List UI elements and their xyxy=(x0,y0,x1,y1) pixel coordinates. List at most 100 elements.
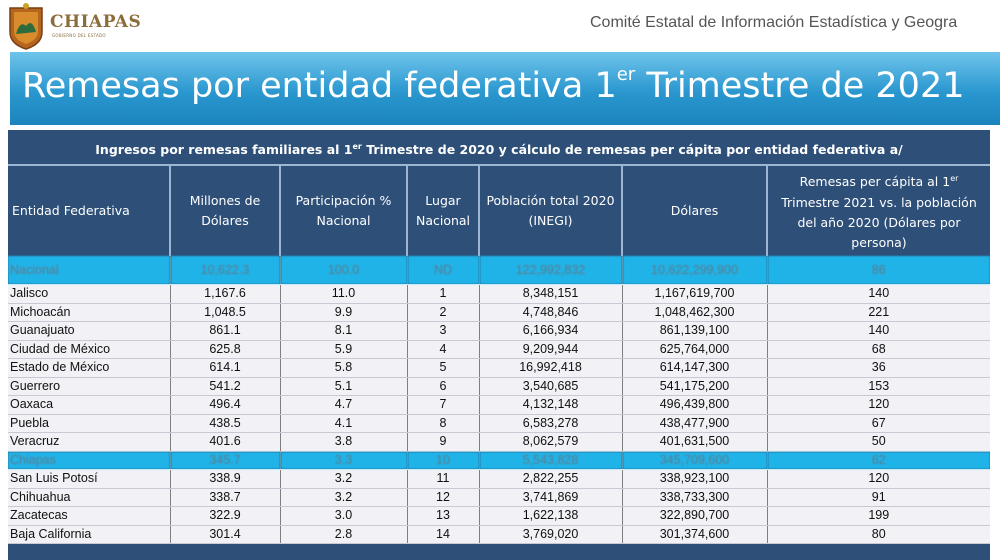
table-row: Chihuahua 338.7 3.2 12 3,741,869 338,733,300 9… xyxy=(8,488,990,507)
cell-percapita: 67 xyxy=(766,414,990,433)
cell-lugar: 12 xyxy=(406,488,479,507)
cell-entidad: Zacatecas xyxy=(8,506,170,526)
title-banner: Remesas por entidad federativa 1er Trime… xyxy=(10,52,1000,125)
cell-lugar: 2 xyxy=(406,303,479,322)
cell-millones: 10,622.3 xyxy=(169,256,280,285)
cell-dolares: 1,167,619,700 xyxy=(621,284,767,304)
cell-participacion: 5.1 xyxy=(279,377,407,396)
cell-entidad: San Luis Potosí xyxy=(8,469,170,489)
logo[interactable]: CHIAPAS GOBIERNO DEL ESTADO xyxy=(6,2,146,50)
top-bar: CHIAPAS GOBIERNO DEL ESTADO Comité Estat… xyxy=(0,0,1000,52)
cell-poblacion: 5,543,828 xyxy=(478,451,622,470)
cell-percapita: 120 xyxy=(766,469,990,489)
column-header-dolares: Dólares xyxy=(621,166,767,256)
table-row: Puebla 438.5 4.1 8 6,583,278 438,477,900 67 xyxy=(8,414,990,433)
cell-dolares: 541,175,200 xyxy=(621,377,767,396)
cell-dolares: 614,147,300 xyxy=(621,358,767,378)
cell-millones: 338.9 xyxy=(169,469,280,489)
cell-entidad: Puebla xyxy=(8,414,170,433)
table-row: Guanajuato 861.1 8.1 3 6,166,934 861,139,100 1… xyxy=(8,321,990,341)
cell-percapita: 153 xyxy=(766,377,990,396)
column-header-participacion: Participación % Nacional xyxy=(279,166,407,256)
cell-millones: 1,167.6 xyxy=(169,284,280,304)
cell-millones: 541.2 xyxy=(169,377,280,396)
cell-lugar: 13 xyxy=(406,506,479,526)
cell-dolares: 1,048,462,300 xyxy=(621,303,767,322)
cell-percapita: 91 xyxy=(766,488,990,507)
cell-lugar: 1 xyxy=(406,284,479,304)
title-superscript: er xyxy=(616,64,636,86)
cell-participacion: 5.9 xyxy=(279,340,407,359)
cell-millones: 861.1 xyxy=(169,321,280,341)
cell-lugar: 5 xyxy=(406,358,479,378)
cell-participacion: 3.8 xyxy=(279,432,407,452)
cell-poblacion: 1,622,138 xyxy=(478,506,622,526)
cell-millones: 401.6 xyxy=(169,432,280,452)
percapita-header-end: Trimestre 2021 vs. la población del año … xyxy=(781,194,977,250)
cell-participacion: 3.0 xyxy=(279,506,407,526)
table-row: Zacatecas 322.9 3.0 13 1,622,138 322,890,700 1… xyxy=(8,506,990,526)
cell-participacion: 3.3 xyxy=(279,451,407,470)
cell-millones: 301.4 xyxy=(169,525,280,544)
cell-millones: 625.8 xyxy=(169,340,280,359)
cell-poblacion: 3,741,869 xyxy=(478,488,622,507)
column-header-millones: Millones de Dólares xyxy=(169,166,280,256)
cell-dolares: 438,477,900 xyxy=(621,414,767,433)
cell-lugar: 8 xyxy=(406,414,479,433)
table-row: Guerrero 541.2 5.1 6 3,540,685 541,175,200 153 xyxy=(8,377,990,396)
cell-entidad: Baja California xyxy=(8,525,170,544)
cell-poblacion: 2,822,255 xyxy=(478,469,622,489)
cell-entidad: Jalisco xyxy=(8,284,170,304)
cell-percapita: 199 xyxy=(766,506,990,526)
cell-dolares: 345,709,600 xyxy=(621,451,767,470)
cell-dolares: 338,733,300 xyxy=(621,488,767,507)
cell-millones: 496.4 xyxy=(169,395,280,415)
cell-poblacion: 8,348,151 xyxy=(478,284,622,304)
cell-lugar: 7 xyxy=(406,395,479,415)
table-header-row: Entidad Federativa Millones de Dólares P… xyxy=(8,166,990,256)
cell-percapita: 50 xyxy=(766,432,990,452)
cell-millones: 322.9 xyxy=(169,506,280,526)
cell-entidad: Nacional xyxy=(8,256,170,285)
table-caption: Ingresos por remesas familiares al 1er T… xyxy=(8,130,990,166)
cell-participacion: 100.0 xyxy=(279,256,407,285)
cell-millones: 1,048.5 xyxy=(169,303,280,322)
cell-lugar: 14 xyxy=(406,525,479,544)
percapita-header-superscript: er xyxy=(950,174,959,184)
caption-superscript: er xyxy=(352,142,362,151)
cell-poblacion: 122,992,832 xyxy=(478,256,622,285)
remittances-table: Ingresos por remesas familiares al 1er T… xyxy=(8,130,990,560)
cell-participacion: 4.7 xyxy=(279,395,407,415)
cell-dolares: 338,923,100 xyxy=(621,469,767,489)
column-header-poblacion: Población total 2020 (INEGI) xyxy=(478,166,622,256)
cell-poblacion: 6,166,934 xyxy=(478,321,622,341)
cell-poblacion: 4,132,148 xyxy=(478,395,622,415)
cell-participacion: 8.1 xyxy=(279,321,407,341)
cell-participacion: 9.9 xyxy=(279,303,407,322)
chiapas-seal-icon xyxy=(9,3,43,50)
cell-dolares: 861,139,100 xyxy=(621,321,767,341)
cell-entidad: Chihuahua xyxy=(8,488,170,507)
cell-percapita: 221 xyxy=(766,303,990,322)
cell-percapita: 140 xyxy=(766,321,990,341)
table-row: San Luis Potosí 338.9 3.2 11 2,822,255 338,92… xyxy=(8,469,990,489)
cell-millones: 338.7 xyxy=(169,488,280,507)
cell-entidad: Guanajuato xyxy=(8,321,170,341)
logo-text: CHIAPAS xyxy=(50,12,142,32)
cell-participacion: 3.2 xyxy=(279,488,407,507)
cell-poblacion: 6,583,278 xyxy=(478,414,622,433)
cell-dolares: 301,374,600 xyxy=(621,525,767,544)
cell-dolares: 10,622,299,900 xyxy=(621,256,767,285)
cell-millones: 614.1 xyxy=(169,358,280,378)
cell-lugar: 3 xyxy=(406,321,479,341)
cell-poblacion: 8,062,579 xyxy=(478,432,622,452)
cell-percapita: 36 xyxy=(766,358,990,378)
data-table: Entidad Federativa Millones de Dólares P… xyxy=(8,166,990,544)
table-row: Oaxaca 496.4 4.7 7 4,132,148 496,439,800 120 xyxy=(8,395,990,415)
cell-dolares: 496,439,800 xyxy=(621,395,767,415)
cell-lugar: 11 xyxy=(406,469,479,489)
cell-entidad: Estado de México xyxy=(8,358,170,378)
page-title: Remesas por entidad federativa 1er Trime… xyxy=(22,64,965,106)
cell-entidad: Michoacán xyxy=(8,303,170,322)
cell-percapita: 80 xyxy=(766,525,990,544)
